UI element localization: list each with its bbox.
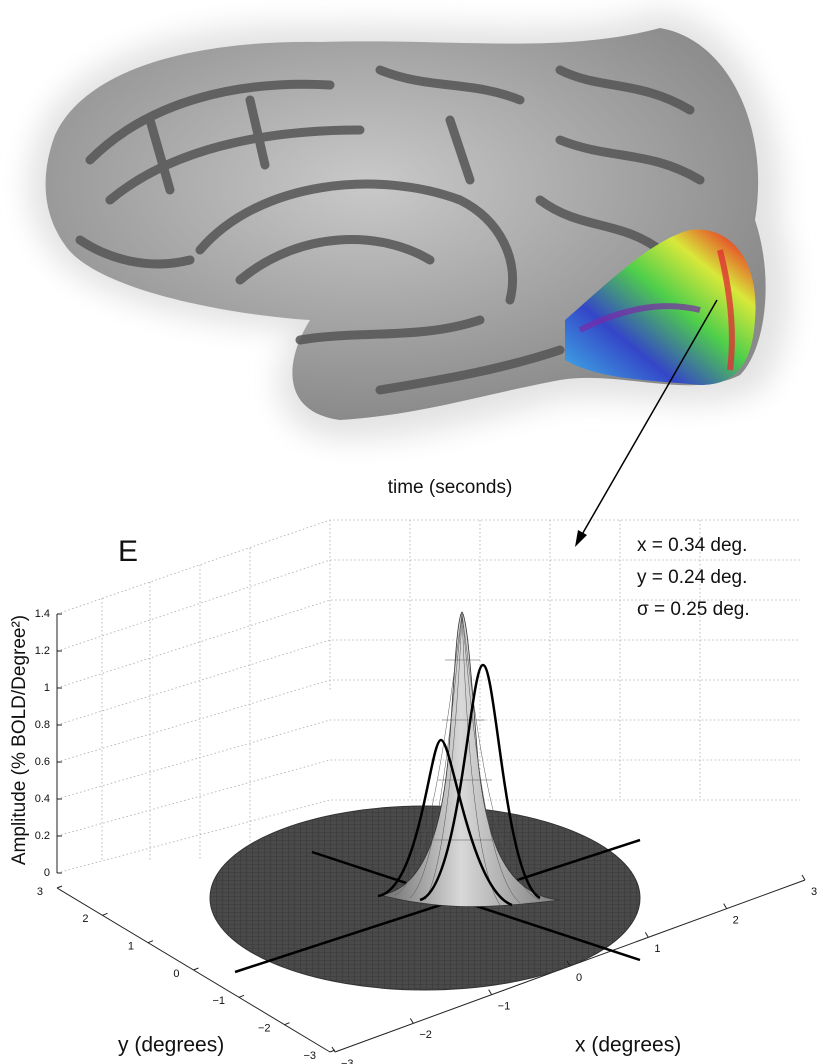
parameter: σ = 0.25 deg. [637, 599, 750, 620]
x-tick-label: −2 [419, 1029, 432, 1041]
x-tick-label: 3 [811, 886, 817, 898]
z-tick-label: 1 [44, 682, 50, 694]
x-tick [644, 932, 649, 938]
z-tick-label: 1.2 [35, 645, 50, 657]
parameter: x = 0.34 deg. [637, 535, 747, 556]
y-tick-label: 1 [128, 941, 134, 953]
parameter: y = 0.24 deg. [637, 567, 747, 588]
y-tick-label: 3 [37, 886, 43, 898]
x-tick-label: 2 [733, 915, 739, 927]
grid [56, 519, 800, 874]
y-tick [193, 967, 199, 971]
y-tick-label: 0 [173, 968, 179, 980]
brain-image [28, 10, 791, 440]
y-axis-label: y (degrees) [118, 1034, 224, 1057]
z-tick-label: 0.6 [35, 756, 50, 768]
y-tick [147, 940, 154, 944]
y-tick-label: −1 [212, 995, 225, 1007]
x-tick-label: −1 [498, 1001, 511, 1013]
y-tick-label: −2 [258, 1023, 271, 1035]
y-tick [284, 1022, 290, 1026]
x-tick-label: 0 [576, 972, 582, 984]
y-tick-label: −3 [303, 1050, 316, 1062]
x-axis-label: x (degrees) [575, 1034, 681, 1057]
x-tick [566, 960, 571, 967]
x-tick-label: 1 [654, 943, 660, 955]
panel-label: E [118, 535, 138, 568]
x-tick [409, 1018, 414, 1024]
x-tick [723, 903, 728, 909]
x-tick-label: −3 [341, 1058, 354, 1064]
z-tick-label: 0.8 [35, 719, 50, 731]
gaussian-peak [379, 611, 561, 908]
peak-mesh [394, 613, 541, 906]
z-tick-label: 1.4 [35, 608, 50, 620]
z-axis-label: Amplitude (% BOLD/Degree²) [9, 615, 30, 865]
y-tick [56, 885, 63, 889]
z-tick-label: 0.4 [35, 793, 50, 805]
arrow [575, 299, 718, 547]
z-tick-label: 0.2 [35, 830, 50, 842]
y-tick [102, 912, 108, 916]
x-tick [331, 1046, 336, 1053]
profile-curves [377, 663, 541, 907]
x-tick [801, 874, 806, 881]
x-tick [488, 989, 493, 995]
z-tick-label: 0 [44, 867, 50, 879]
y-tick [238, 994, 245, 998]
top-label: time (seconds) [388, 477, 513, 498]
y-tick-label: 2 [82, 913, 88, 925]
